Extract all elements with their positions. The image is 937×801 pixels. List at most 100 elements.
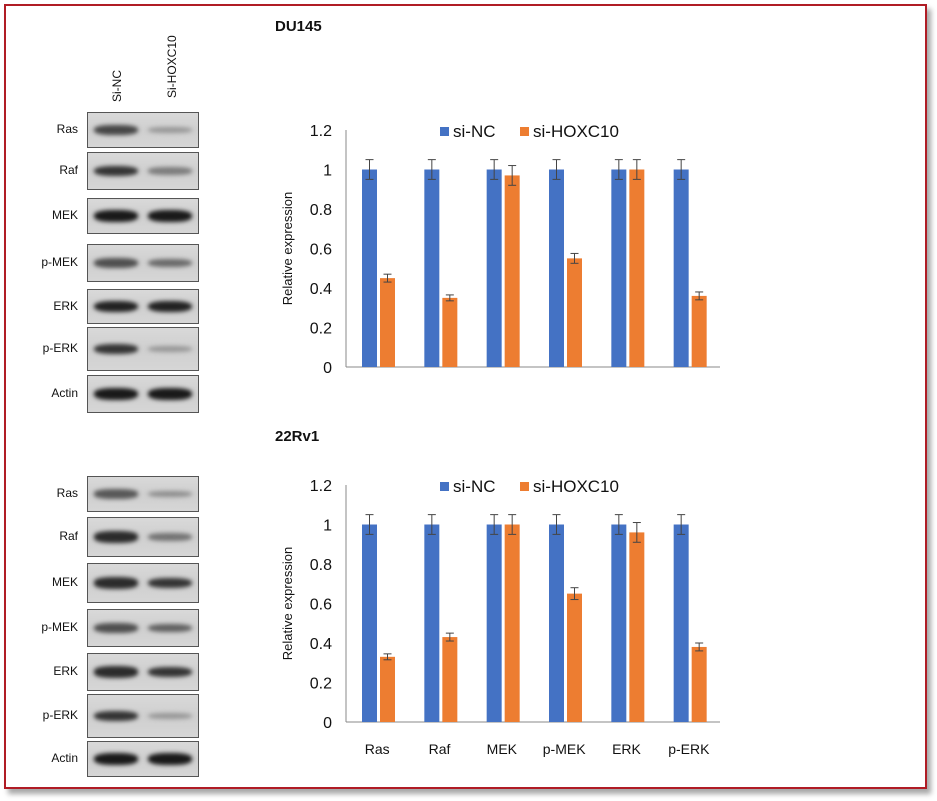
bar-si-NC [673, 524, 689, 722]
blot-band [148, 490, 192, 498]
blot-band [94, 753, 138, 765]
lane-label-si-nc: Si-NC [110, 70, 124, 102]
blot-band [148, 345, 192, 353]
blot-strip [87, 653, 199, 691]
bar-si-HOXC10 [380, 656, 395, 722]
legend-label: si-HOXC10 [533, 477, 619, 496]
bar-si-HOXC10 [504, 524, 520, 722]
bar-si-NC [549, 524, 564, 722]
blot-label: p-MEK [41, 255, 78, 269]
x-tick-label: p-MEK [543, 741, 586, 757]
bar-si-HOXC10 [691, 646, 707, 722]
blot-strip [87, 375, 199, 413]
blot-row-erk: ERK [0, 653, 200, 691]
y-tick-label: 0.6 [310, 597, 332, 614]
blot-row-ras: Ras [0, 476, 200, 512]
blot-band [148, 210, 192, 222]
blot-label: Ras [56, 122, 78, 136]
y-tick-label: 0 [323, 715, 332, 732]
bar-si-HOXC10 [380, 278, 395, 367]
blot-band [94, 210, 138, 222]
bar-si-HOXC10 [691, 295, 707, 367]
blot-band [94, 666, 138, 678]
blot-strip [87, 198, 199, 234]
blot-row-mek: MEK [0, 563, 200, 603]
blot-row-ras: Ras [0, 112, 200, 148]
legend-swatch [440, 127, 449, 136]
bar-si-NC [611, 524, 627, 722]
y-tick-label: 0 [323, 360, 332, 377]
blot-strip [87, 152, 199, 190]
blot-row-mek: MEK [0, 198, 200, 234]
blot-strip [87, 244, 199, 282]
y-tick-label: 1.2 [310, 123, 332, 140]
blot-row-actin: Actin [0, 741, 200, 777]
blot-label: p-MEK [41, 620, 78, 634]
legend-label: si-NC [453, 122, 496, 141]
blot-strip [87, 563, 199, 603]
blot-band [94, 258, 138, 268]
x-tick-label: ERK [612, 741, 641, 757]
y-tick-label: 1.2 [310, 478, 332, 495]
y-tick-label: 0.8 [310, 557, 332, 574]
x-tick-label: p-ERK [668, 741, 710, 757]
legend-swatch [440, 482, 449, 491]
y-tick-label: 1 [323, 163, 332, 180]
blot-band [94, 165, 138, 177]
bar-chart-22rv1: 0 0.2 0.4 0.6 0.8 1 1.2 Relative expression Ras R… [280, 477, 720, 757]
y-axis-label: Relative expression [280, 192, 295, 305]
blot-label: Actin [51, 751, 78, 765]
blot-band [94, 623, 138, 633]
blot-label: Actin [51, 386, 78, 400]
blot-strip [87, 289, 199, 324]
blot-band [94, 577, 138, 589]
bar-si-NC [549, 169, 564, 367]
panel-title-du145: DU145 [275, 18, 322, 35]
bar-si-NC [362, 169, 377, 367]
bar-si-HOXC10 [504, 175, 520, 367]
bar-si-NC [424, 524, 440, 722]
bar-si-NC [673, 169, 689, 367]
blot-band [148, 126, 192, 134]
bar-si-NC [486, 524, 502, 722]
y-tick-label: 0.4 [310, 281, 332, 298]
y-axis-label: Relative expression [280, 547, 295, 660]
blot-strip [87, 476, 199, 512]
legend-label: si-HOXC10 [533, 122, 619, 141]
blot-row-p-erk: p-ERK [0, 694, 200, 738]
blot-band [148, 577, 192, 589]
blot-strip [87, 609, 199, 647]
blot-label: ERK [53, 664, 78, 678]
blot-band [94, 388, 138, 400]
blot-band [94, 489, 138, 499]
blot-band [148, 533, 192, 541]
blot-band [94, 125, 138, 135]
lane-label-si-hoxc10: Si-HOXC10 [165, 35, 179, 98]
bar-si-HOXC10 [629, 169, 645, 367]
blot-row-raf: Raf [0, 152, 200, 190]
bar-si-HOXC10 [567, 593, 582, 722]
blot-band [148, 300, 192, 313]
blot-row-actin: Actin [0, 375, 200, 413]
blot-label: MEK [51, 575, 78, 589]
bar-chart-du145: 0 0.2 0.4 0.6 0.8 1 1.2 Relative expression si-N… [280, 122, 720, 377]
blot-strip [87, 112, 199, 148]
blot-strip [87, 517, 199, 557]
blot-band [148, 666, 192, 678]
bar-si-NC [424, 169, 440, 367]
panel-title-22rv1: 22Rv1 [275, 428, 320, 445]
blot-row-raf: Raf [0, 517, 200, 557]
blot-band [94, 343, 138, 355]
legend-swatch [520, 127, 529, 136]
legend-swatch [520, 482, 529, 491]
blot-row-p-erk: p-ERK [0, 327, 200, 371]
y-tick-label: 0.4 [310, 636, 332, 653]
blot-label: p-ERK [42, 341, 78, 355]
blot-band [148, 388, 192, 400]
blot-band [148, 712, 192, 720]
blot-band [94, 300, 138, 313]
blot-label: ERK [53, 298, 78, 313]
bar-si-HOXC10 [629, 532, 645, 722]
blot-row-p-mek: p-MEK [0, 609, 200, 647]
blot-band [94, 531, 138, 543]
